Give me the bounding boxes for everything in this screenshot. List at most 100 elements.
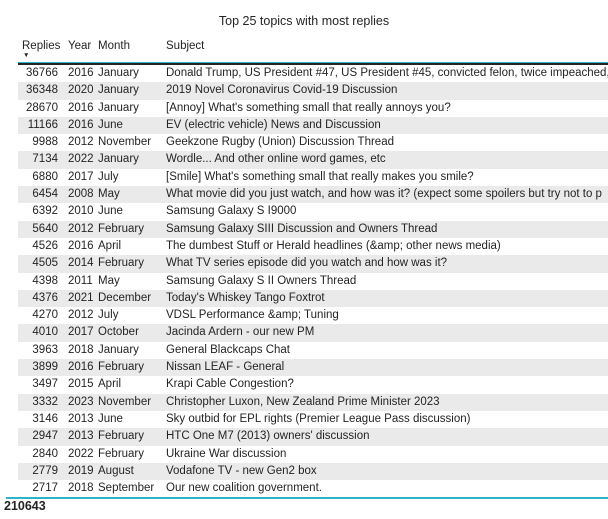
header-accent-line (18, 62, 608, 63)
cell-subject: Our new coalition government. (166, 482, 322, 495)
cell-month: January (98, 84, 139, 97)
table-row[interactable]: 4376 2021 December Today's Whiskey Tango Fo… (18, 289, 608, 308)
cell-month: January (98, 343, 139, 356)
cell-year: 2013 (68, 412, 94, 425)
cell-replies: 6880 (32, 170, 58, 183)
cell-month: June (98, 205, 123, 218)
table-row[interactable]: 6880 2017 July [Smile] What's something sma… (18, 168, 608, 187)
cell-replies: 36348 (26, 84, 58, 97)
cell-replies: 5640 (32, 222, 58, 235)
cell-month: February (98, 447, 145, 460)
table-row[interactable]: 28670 2016 January [Annoy] What's something… (18, 99, 608, 117)
table-row[interactable]: 6454 2008 May What movie did you just watch… (18, 186, 608, 204)
cell-subject: Ukraine War discussion (166, 447, 287, 460)
table-row[interactable]: 7134 2022 January Wordle... And other onlin… (18, 151, 608, 169)
cell-month: July (98, 309, 119, 322)
cell-subject: Wordle... And other online word games, e… (166, 153, 386, 166)
table-row[interactable]: 3497 2015 April Krapi Cable Congestion? (18, 376, 608, 394)
cell-year: 2011 (68, 274, 93, 287)
cell-month: June (98, 118, 123, 131)
cell-year: 2016 (68, 101, 94, 114)
cell-replies: 3146 (32, 412, 58, 425)
cell-year: 2012 (68, 309, 94, 322)
column-header-month[interactable]: Month (98, 40, 130, 52)
cell-replies: 11166 (27, 118, 58, 131)
cell-replies: 4010 (32, 326, 58, 339)
cell-subject: Samsung Galaxy S II Owners Thread (166, 274, 357, 287)
cell-subject: Samsung Galaxy SIII Discussion and Owner… (166, 222, 438, 235)
cell-subject: HTC One M7 (2013) owners' discussion (166, 430, 370, 443)
cell-month: September (98, 482, 155, 495)
table-row[interactable]: 3899 2016 February Nissan LEAF - General (18, 359, 608, 377)
cell-replies: 6454 (32, 188, 58, 201)
column-header-replies[interactable]: Replies (22, 40, 60, 52)
table-row[interactable]: 36766 2016 January Donald Trump, US Preside… (18, 65, 608, 83)
cell-replies: 36766 (26, 67, 58, 79)
table-row[interactable]: 36348 2020 January 2019 Novel Coronavirus C… (18, 82, 608, 100)
cell-subject: Sky outbid for EPL rights (Premier Leagu… (166, 412, 471, 425)
table-row[interactable]: 2947 2013 February HTC One M7 (2013) owners… (18, 428, 608, 446)
table-row[interactable]: 3963 2018 January General Blackcaps Chat (18, 341, 608, 360)
table-row[interactable]: 4270 2012 July VDSL Performance &amp; Tunin… (18, 307, 608, 325)
cell-replies: 4376 (32, 291, 58, 304)
cell-subject: VDSL Performance &amp; Tuning (166, 309, 339, 322)
cell-year: 2016 (68, 118, 94, 131)
cell-replies: 4505 (32, 257, 58, 270)
grand-total-value: 210643 (4, 499, 46, 513)
cell-month: May (98, 274, 120, 287)
cell-year: 2010 (68, 205, 94, 218)
cell-year: 2016 (68, 361, 94, 374)
cell-replies: 3497 (32, 378, 58, 391)
table-row[interactable]: 6392 2010 June Samsung Galaxy S I9000 (18, 203, 608, 221)
cell-month: January (98, 101, 139, 114)
cell-replies: 28670 (26, 101, 58, 114)
table-row[interactable]: 9988 2012 November Geekzone Rugby (Union) D… (18, 134, 608, 152)
cell-replies: 2717 (32, 482, 58, 495)
cell-replies: 9988 (32, 136, 58, 149)
table-row[interactable]: 2779 2019 August Vodafone TV - new Gen2 box (18, 462, 608, 481)
cell-subject: Jacinda Ardern - our new PM (166, 326, 315, 339)
cell-year: 2013 (68, 430, 94, 443)
cell-replies: 4398 (32, 274, 58, 287)
cell-subject: Nissan LEAF - General (166, 361, 285, 374)
cell-year: 2008 (68, 188, 94, 201)
table-row[interactable]: 4010 2017 October Jacinda Ardern - our new … (18, 324, 608, 342)
cell-subject: What TV series episode did you watch and… (166, 257, 448, 270)
cell-replies: 6392 (32, 205, 58, 218)
header-rule (18, 63, 608, 65)
table-row[interactable]: 2717 2018 September Our new coalition gover… (18, 480, 608, 498)
cell-month: February (98, 257, 145, 270)
table-row[interactable]: 4505 2014 February What TV series episode d… (18, 255, 608, 273)
cell-replies: 3899 (32, 361, 58, 374)
table-row[interactable]: 2840 2022 February Ukraine War discussion (18, 445, 608, 463)
column-header-replies-label: Replies (22, 40, 61, 52)
cell-year: 2012 (68, 136, 94, 149)
cell-month: May (98, 188, 120, 201)
cell-year: 2014 (68, 257, 94, 270)
table-row[interactable]: 3332 2023 November Christopher Luxon, New Z… (18, 393, 608, 411)
total-separator-line (6, 497, 608, 499)
cell-replies: 2840 (32, 447, 58, 460)
cell-replies: 7134 (32, 153, 58, 166)
visual-title: Top 25 topics with most replies (218, 14, 390, 28)
column-header-subject[interactable]: Subject (166, 40, 204, 52)
table-row[interactable]: 5640 2012 February Samsung Galaxy SIII Disc… (18, 220, 608, 238)
cell-replies: 4270 (32, 309, 58, 322)
table-row[interactable]: 4526 2016 April The dumbest Stuff or Herald… (18, 237, 608, 256)
cell-month: January (98, 153, 139, 166)
cell-month: April (98, 378, 122, 391)
table-row[interactable]: 3146 2013 June Sky outbid for EPL rights (P… (18, 410, 608, 429)
cell-replies: 3963 (32, 343, 58, 356)
cell-month: July (98, 170, 119, 183)
cell-subject: Geekzone Rugby (Union) Discussion Thread (166, 136, 394, 149)
table-row[interactable]: 11166 2016 June EV (electric vehicle) News … (18, 116, 608, 135)
cell-year: 2018 (68, 343, 94, 356)
cell-month: November (98, 395, 152, 408)
table-row[interactable]: 4398 2011 May Samsung Galaxy S II Owners Th… (18, 272, 608, 290)
table-header: Replies ▼ Year Month Subject (18, 40, 608, 62)
cell-year: 2017 (68, 326, 94, 339)
cell-year: 2020 (68, 84, 94, 97)
column-header-year[interactable]: Year (68, 40, 91, 52)
cell-replies: 3332 (32, 395, 58, 408)
cell-replies: 4526 (32, 239, 58, 252)
